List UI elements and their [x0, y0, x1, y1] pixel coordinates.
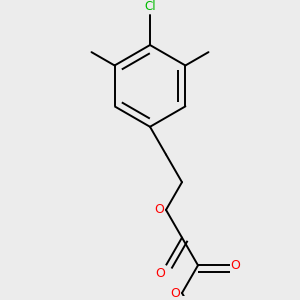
Text: O: O: [155, 267, 165, 280]
Text: O: O: [171, 286, 181, 299]
Text: Cl: Cl: [144, 0, 156, 14]
Text: O: O: [154, 203, 164, 216]
Text: O: O: [231, 259, 241, 272]
